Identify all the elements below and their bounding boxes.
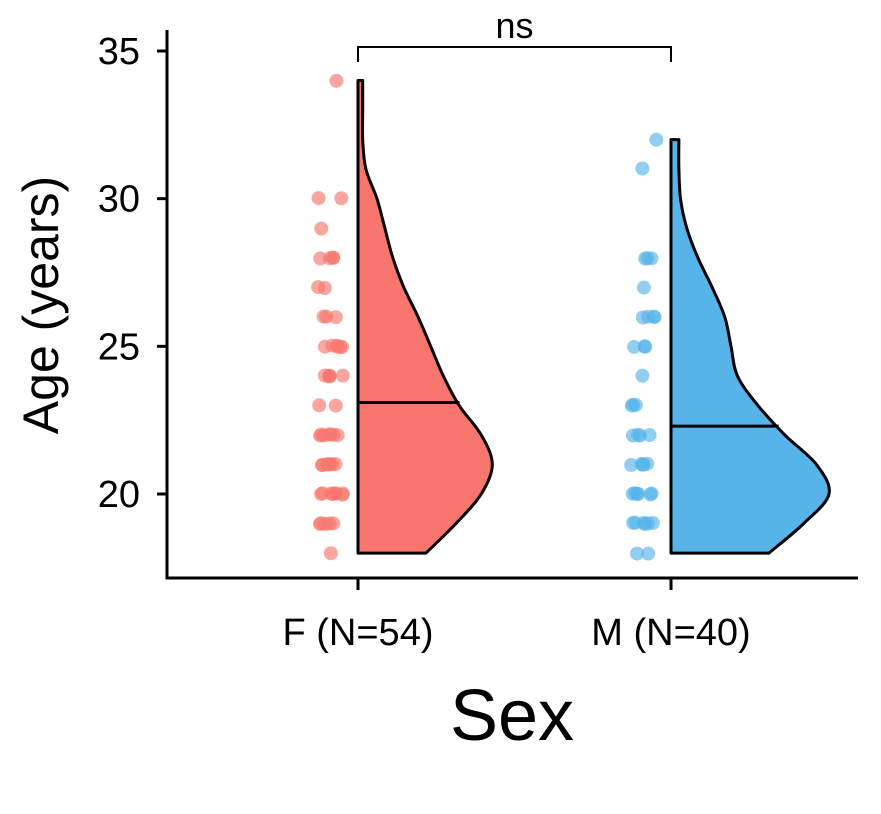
data-point [649,132,664,147]
y-tick-label: 30 [98,179,140,221]
y-tick-label: 35 [98,31,140,73]
y-tick-label: 25 [98,326,140,368]
data-point [642,428,657,443]
violins-layer [356,79,831,555]
data-point [311,191,326,206]
data-point [643,487,658,502]
violin-shape [356,79,494,555]
data-point [323,546,338,561]
data-point [635,161,650,176]
y-axis-title: Age (years) [13,176,69,434]
points-layer [311,73,664,561]
data-point [316,309,331,324]
data-point [626,515,641,530]
x-tick-label: M (N=40) [591,612,750,654]
data-point [635,310,650,325]
significance-annotation: ns [357,5,672,62]
data-point [325,338,340,353]
data-point [637,339,652,354]
x-axis-title: Sex [450,676,574,756]
violin-shape [669,138,831,555]
axes [165,30,858,580]
data-point [326,250,341,265]
data-point [314,486,329,501]
y-tick-label: 20 [98,474,140,516]
data-point [647,309,661,324]
data-point [624,398,639,413]
significance-label: ns [495,5,533,46]
data-point [317,368,332,383]
data-point [641,516,655,531]
data-point [627,339,642,354]
data-point [328,398,343,413]
ticks-layer: 20 25 30 35 F (N=54) M (N=40) [98,31,751,654]
data-point [635,457,650,472]
significance-bracket [357,46,672,62]
data-point [328,310,343,325]
data-point [320,457,335,472]
data-point [624,457,639,472]
data-point [314,221,329,236]
data-point [630,546,644,561]
data-point [640,251,655,266]
data-point [322,427,337,442]
data-point [641,546,656,561]
x-tick-label: F (N=54) [283,612,434,654]
data-point [335,486,350,501]
data-point [628,486,643,501]
data-point [329,73,344,88]
data-point [312,398,327,413]
data-point [635,368,650,383]
data-point [334,191,349,206]
data-point [311,280,326,295]
data-point [318,517,333,531]
data-point [636,280,651,295]
data-point [335,368,350,383]
data-point [626,428,640,443]
